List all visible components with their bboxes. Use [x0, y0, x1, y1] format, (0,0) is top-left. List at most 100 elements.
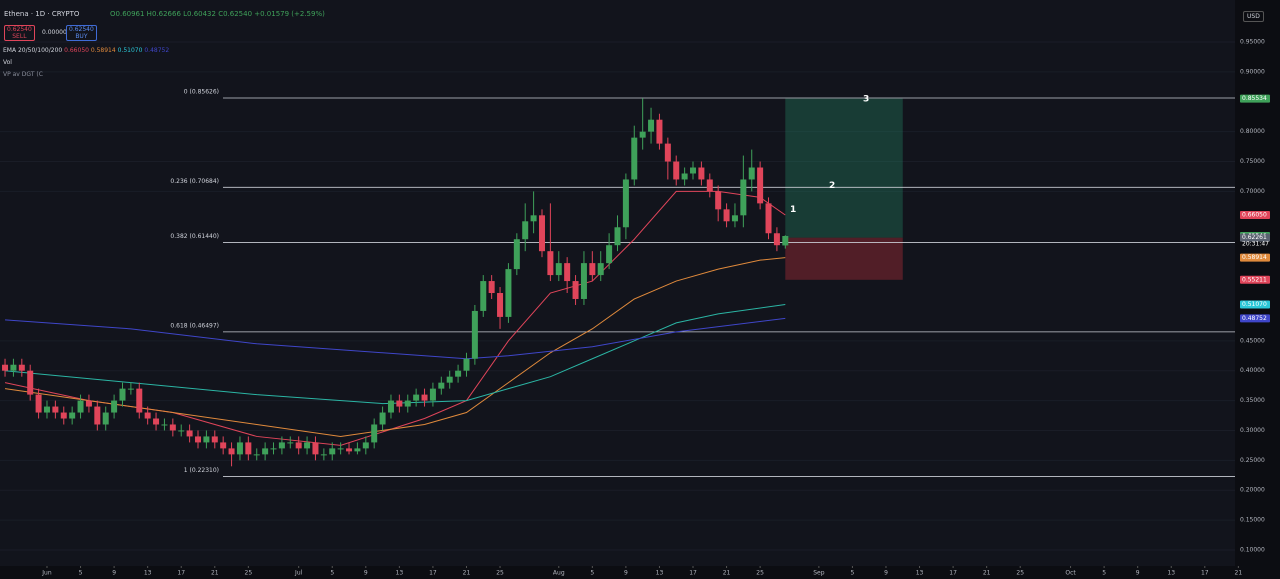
candle-body	[471, 310, 478, 359]
y-tick-label: 0.40000	[1240, 367, 1265, 374]
x-tick-label: 17	[949, 570, 957, 577]
candle-body	[169, 424, 176, 431]
candle-body	[723, 209, 730, 222]
candle-body	[295, 442, 302, 449]
x-tick-label: 17	[177, 570, 185, 577]
candle-body	[2, 364, 9, 371]
stop-zone	[785, 237, 903, 280]
y-tick-label: 0.90000	[1240, 68, 1265, 75]
candle-body	[404, 400, 411, 407]
candle-body	[656, 119, 663, 144]
annotation: 2	[829, 181, 835, 191]
x-tick-label: 21	[463, 570, 471, 577]
price-tag	[1240, 300, 1270, 309]
candle-body	[161, 424, 168, 426]
candle-body	[589, 263, 596, 276]
candle-body	[773, 233, 780, 246]
candle-body	[438, 382, 445, 389]
price-tag-label: 0.85534	[1242, 95, 1267, 102]
candle-body	[463, 358, 470, 371]
candle-body	[245, 442, 252, 455]
candle-body	[304, 442, 311, 449]
candle-body	[421, 394, 428, 401]
x-tick-label: 13	[916, 570, 924, 577]
x-tick-label: 25	[496, 570, 504, 577]
candle-body	[698, 167, 705, 180]
candle-body	[555, 263, 562, 276]
candle-body	[606, 245, 613, 264]
candle-body	[262, 448, 269, 455]
price-tag-label: 0.62261	[1242, 234, 1267, 241]
price-tag-label: 0.51070	[1242, 301, 1267, 308]
x-tick-label: 9	[112, 570, 116, 577]
candle-body	[396, 400, 403, 407]
x-tick-label: 13	[396, 570, 404, 577]
candle-body	[530, 215, 537, 222]
x-tick-label: 17	[1201, 570, 1209, 577]
x-tick-label: Jul	[294, 570, 303, 577]
candle-body	[362, 442, 369, 449]
candle-body	[60, 412, 67, 419]
currency-select[interactable]: USD	[1243, 11, 1264, 22]
x-tick-label: Aug	[553, 570, 565, 577]
candle-body	[513, 239, 520, 270]
price-tag-label: 0.48752	[1242, 315, 1267, 322]
x-tick-label: 5	[79, 570, 83, 577]
x-tick-label: Jun	[41, 570, 52, 577]
candle-body	[136, 388, 143, 413]
candle-body	[572, 281, 579, 299]
candle-body	[757, 167, 764, 204]
spread: 0.00000	[42, 29, 67, 36]
ema-value: 0.48752	[144, 47, 170, 54]
x-tick-label: 17	[689, 570, 697, 577]
price-tag-label: 0.66050	[1242, 212, 1267, 219]
candle-body	[706, 179, 713, 192]
candle-body	[639, 131, 646, 138]
x-tick-label: 13	[144, 570, 152, 577]
price-tag	[1240, 253, 1270, 262]
price-tag-label: 0.55211	[1242, 276, 1267, 283]
candle-body	[782, 235, 789, 246]
x-tick-label: 5	[851, 570, 855, 577]
candle-body	[664, 143, 671, 162]
x-tick-label: 21	[1235, 570, 1243, 577]
candle-body	[597, 263, 604, 276]
ema-label: EMA 20/50/100/200	[3, 47, 63, 54]
x-tick-label: 9	[1136, 570, 1140, 577]
x-tick-label: 21	[983, 570, 991, 577]
y-tick-label: 0.95000	[1240, 39, 1265, 46]
candle-body	[346, 448, 353, 452]
candle-body	[480, 281, 487, 311]
x-tick-label: 9	[884, 570, 888, 577]
candle-body	[203, 436, 210, 443]
candle-body	[631, 137, 638, 180]
fib-label: 0 (0.85626)	[184, 89, 219, 96]
fib-label: 0.618 (0.46497)	[170, 322, 219, 329]
candle-body	[354, 448, 361, 452]
symbol: Ethena · 1D · CRYPTO	[4, 10, 80, 18]
candle-body	[564, 263, 571, 282]
y-tick-label: 0.15000	[1240, 517, 1265, 524]
price-tag	[1240, 94, 1270, 103]
candle-body	[329, 448, 336, 455]
ema-line	[4, 257, 786, 437]
candle-body	[446, 376, 453, 383]
x-tick-label: 5	[1102, 570, 1106, 577]
candle-body	[102, 412, 109, 425]
y-tick-label: 0.45000	[1240, 337, 1265, 344]
candle-body	[312, 442, 319, 455]
sell-button[interactable]: 0.62540 SELL	[4, 25, 35, 41]
buy-button[interactable]: 0.62540 BUY	[66, 25, 97, 41]
candle-body	[522, 221, 529, 240]
annotation: 1	[790, 205, 796, 215]
candle-body	[119, 388, 126, 401]
candle-body	[270, 448, 277, 450]
candle-body	[85, 400, 92, 407]
time-axis	[0, 566, 1235, 579]
x-tick-label: 21	[723, 570, 731, 577]
candle-body	[27, 370, 34, 395]
y-tick-label: 0.30000	[1240, 427, 1265, 434]
candle-body	[211, 436, 218, 443]
price-tag	[1240, 314, 1270, 323]
